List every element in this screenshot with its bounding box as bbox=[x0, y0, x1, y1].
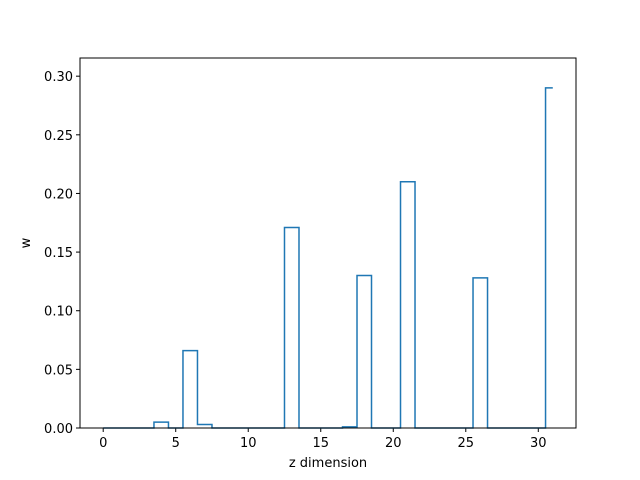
y-tick-label: 0.00 bbox=[44, 422, 73, 437]
y-tick-label: 0.15 bbox=[44, 246, 73, 261]
x-tick-label: 10 bbox=[240, 436, 257, 451]
y-tick-label: 0.20 bbox=[44, 187, 73, 202]
y-tick-label: 0.25 bbox=[44, 129, 73, 144]
x-tick-label: 15 bbox=[312, 436, 329, 451]
x-axis-label: z dimension bbox=[289, 456, 367, 471]
x-tick-label: 30 bbox=[530, 436, 547, 451]
y-tick-label: 0.05 bbox=[44, 363, 73, 378]
axis-ticks: 0 5 10 15 20 25 30 0.00 0.05 0.10 0.15 0.20 0.25 0.30 bbox=[44, 70, 547, 451]
x-tick-label: 25 bbox=[458, 436, 475, 451]
x-tick-label: 5 bbox=[172, 436, 180, 451]
x-tick-label: 20 bbox=[385, 436, 402, 451]
y-tick-label: 0.10 bbox=[44, 305, 73, 320]
x-tick-label: 0 bbox=[99, 436, 107, 451]
y-axis-label: w bbox=[19, 237, 34, 248]
plot-frame bbox=[79, 57, 577, 429]
y-tick-label: 0.30 bbox=[44, 70, 73, 85]
